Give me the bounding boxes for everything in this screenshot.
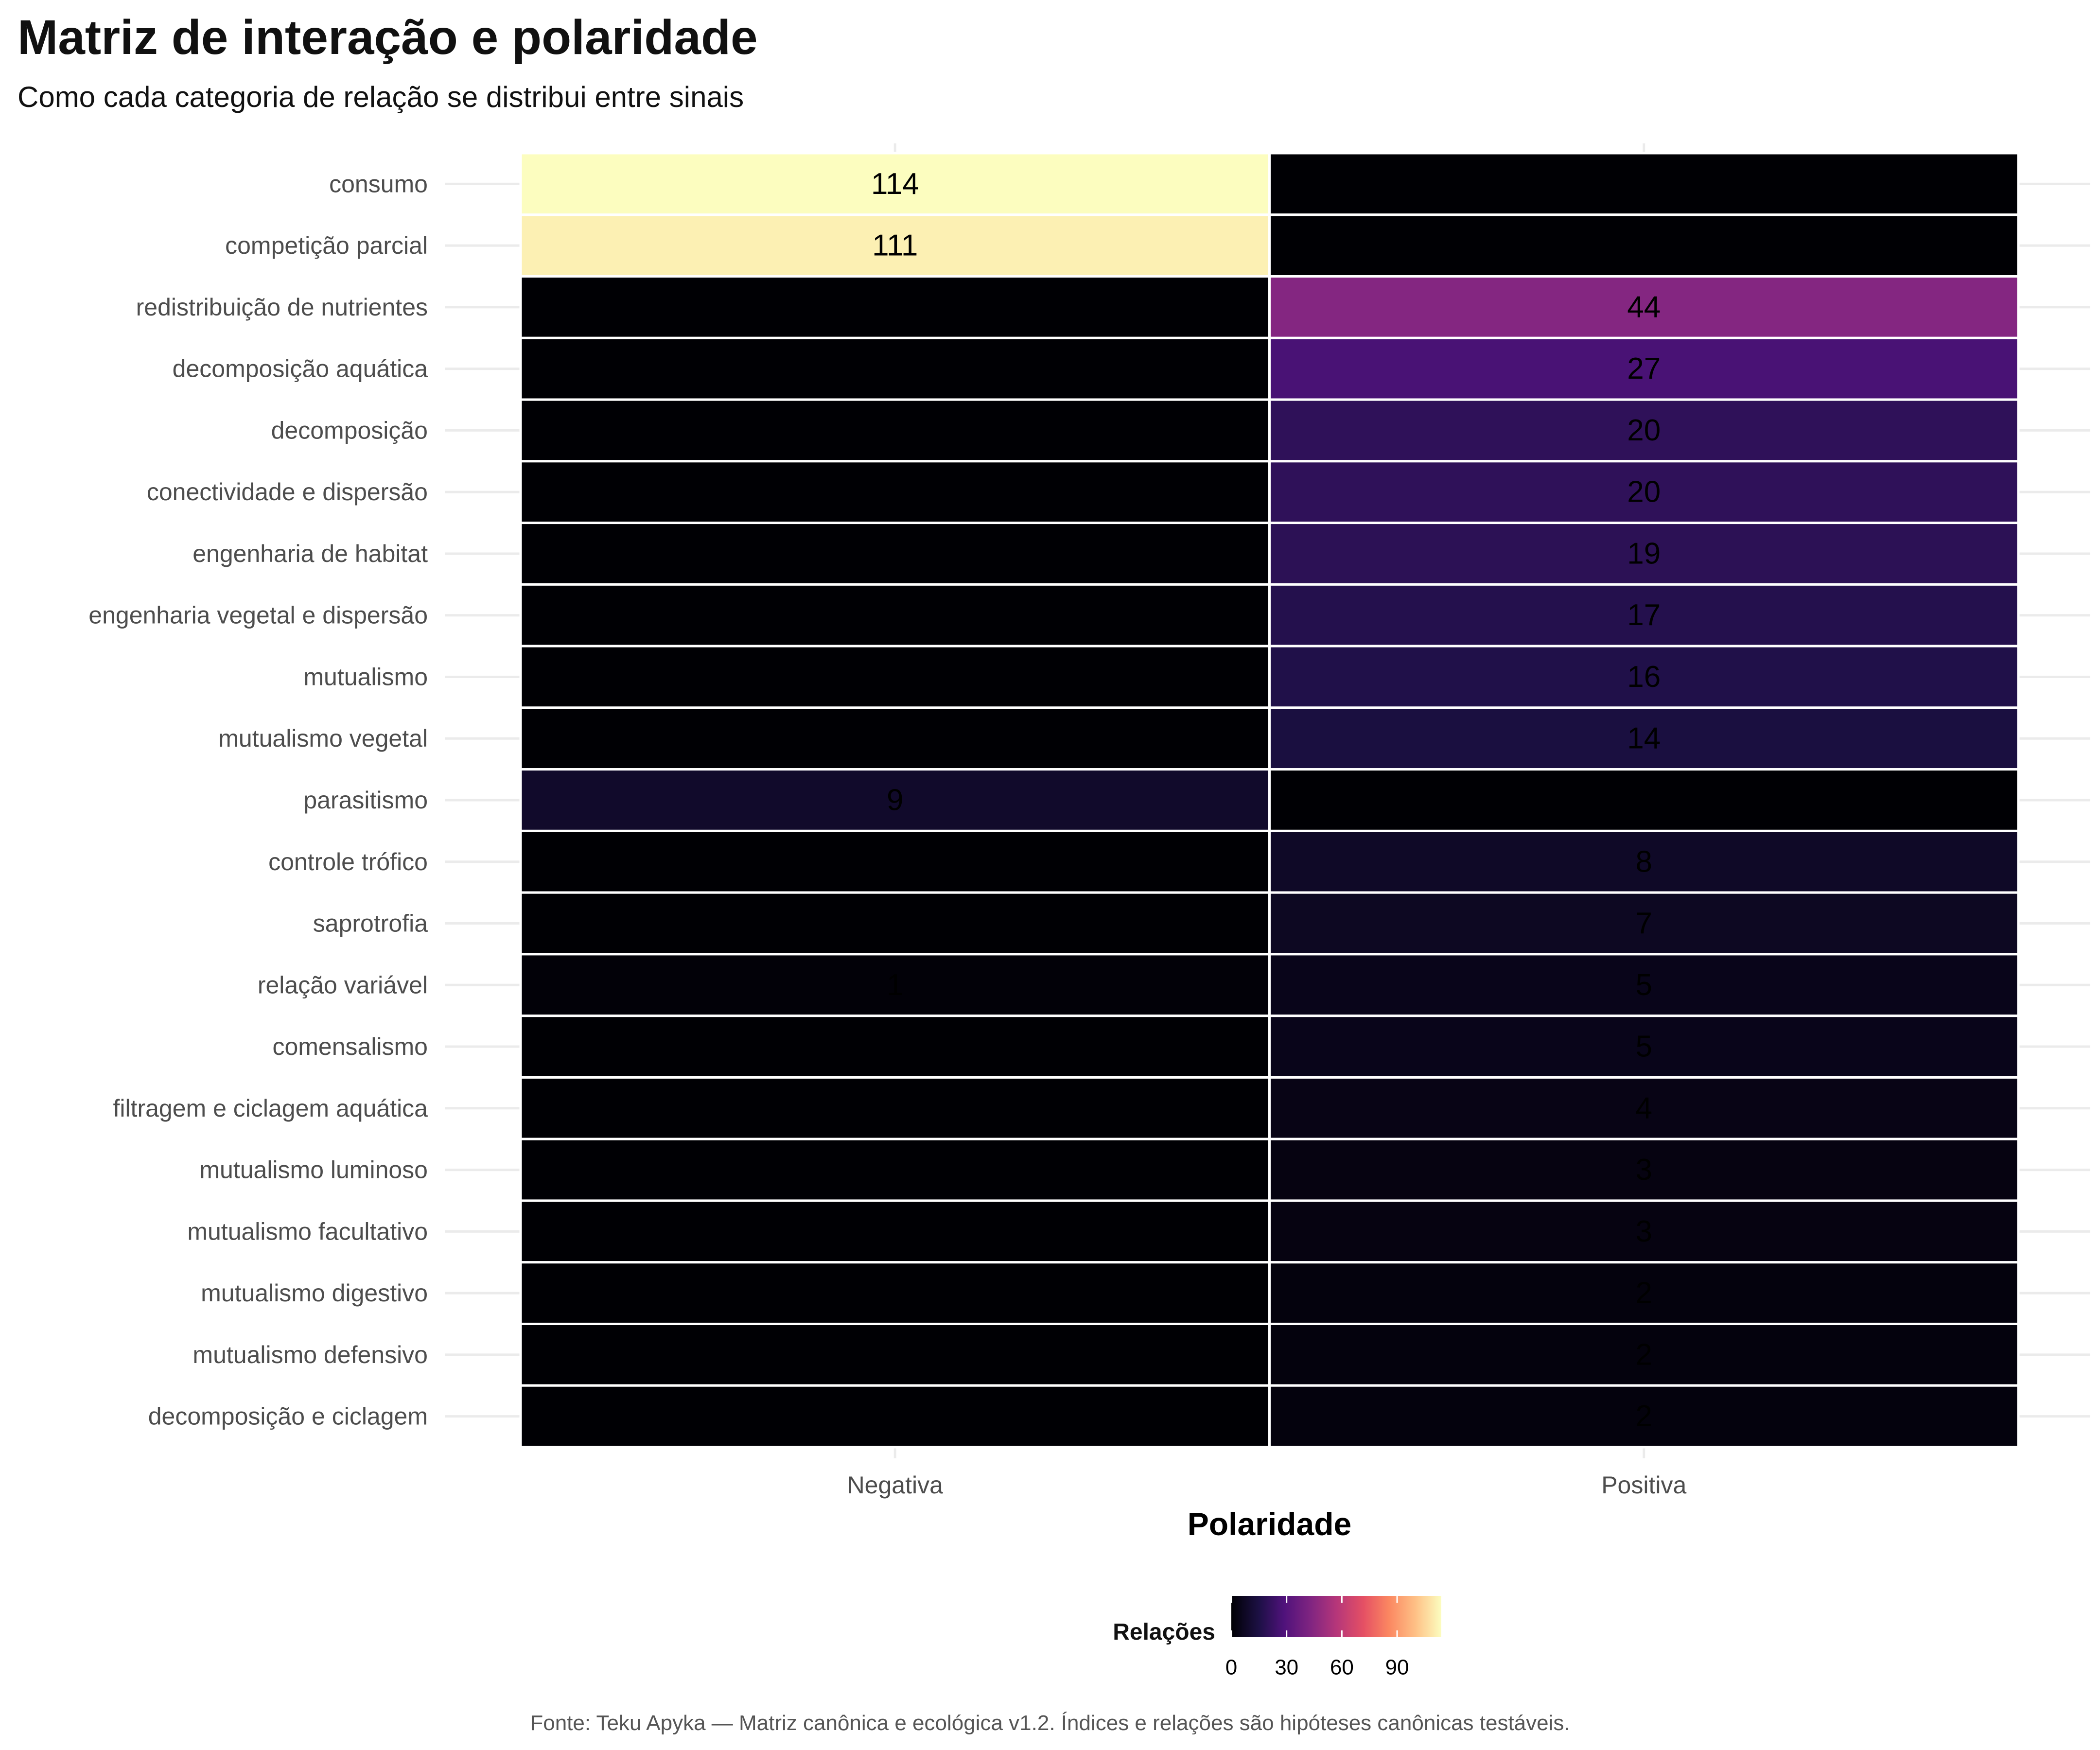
heatmap-cell [519,460,1271,525]
cell-value-label: 8 [1636,845,1652,878]
y-tick-label: engenharia vegetal e dispersão [88,602,428,629]
cell-value-label: 19 [1627,537,1661,570]
y-tick-label: filtragem e ciclagem aquática [113,1095,428,1122]
y-tick-label: redistribuição de nutrientes [136,294,428,321]
heatmap-cell [1268,460,2020,525]
heatmap-cell [519,768,1271,832]
legend-title: Relações [1113,1619,1215,1645]
y-tick-label: saprotrofia [313,910,428,937]
heatmap-cell [519,336,1271,401]
y-tick-label: conectividade e dispersão [147,478,428,506]
heatmap-cell [519,1322,1271,1387]
cell-value-label: 2 [1636,1400,1652,1433]
cell-value-label: 16 [1627,660,1661,694]
x-axis-title: Polaridade [1188,1506,1351,1542]
cell-value-label: 4 [1636,1091,1652,1125]
y-tick-label: decomposição e ciclagem [148,1403,428,1430]
y-tick-label: engenharia de habitat [192,540,428,567]
heatmap-cell [519,1076,1271,1140]
y-tick-label: consumo [329,170,428,197]
chart-subtitle: Como cada categoria de relação se distri… [18,81,744,113]
cell-value-label: 44 [1627,290,1661,324]
heatmap-cell [1268,1015,2020,1079]
heatmap-cell [1268,522,2020,586]
legend-colorbar [1231,1596,1441,1637]
heatmap-cell [519,583,1271,648]
heatmap-cell [519,1138,1271,1202]
y-tick-label: mutualismo vegetal [218,725,428,752]
cell-value-label: 5 [1636,1030,1652,1064]
heatmap-cell [519,213,1271,278]
heatmap-cell [1268,213,2020,278]
y-tick-label: mutualismo defensivo [192,1341,428,1368]
heatmap-cell [1268,1199,2020,1264]
heatmap-cell [1268,1384,2020,1449]
heatmap-cell [519,398,1271,463]
y-tick-label: competição parcial [225,232,428,259]
y-tick-label: mutualismo digestivo [201,1279,428,1307]
axis-layer: consumo competição parcial redistribuição … [88,170,1686,1542]
heatmap-cell [519,645,1271,709]
heatmap-cell [519,152,1271,216]
chart-title: Matriz de interação e polaridade [18,10,758,65]
heatmap-cell [519,829,1271,894]
heatmap-cell [519,706,1271,771]
x-tick-label: Positiva [1601,1471,1686,1499]
y-tick-label: decomposição [271,417,428,444]
heatmap-cell [1268,891,2020,956]
cell-value-label: 20 [1627,475,1661,509]
cell-value-label: 2 [1636,1277,1652,1310]
cell-value-label: 14 [1627,722,1661,755]
heatmap-cell [1268,706,2020,771]
y-tick-label: controle trófico [268,848,428,875]
cell-value-label: 3 [1636,1215,1652,1248]
y-tick-label: parasitismo [303,787,428,814]
heatmap-cell [519,275,1271,339]
cell-value-label: 7 [1636,907,1652,940]
heatmap-cell [519,1199,1271,1264]
cell-value-label: 9 [887,784,903,817]
heatmap-cell [1268,953,2020,1017]
cell-value-label: 17 [1627,598,1661,632]
heatmap-cell [519,522,1271,586]
y-tick-label: relação variável [258,971,428,998]
heatmap-cell [1268,1261,2020,1325]
legend-tick-label: 30 [1275,1656,1298,1680]
heatmap-cell [1268,1322,2020,1387]
y-tick-label: mutualismo [303,663,428,690]
heatmap-cell [1268,152,2020,216]
x-tick-label: Negativa [847,1471,944,1499]
cell-layer [519,152,2020,1449]
cell-value-label: 3 [1636,1153,1652,1187]
y-tick-label: comensalismo [272,1033,428,1060]
y-tick-label: mutualismo luminoso [199,1156,428,1184]
cell-value-label: 114 [871,167,919,201]
cell-value-label: 2 [1636,1338,1652,1371]
heatmap-cell [1268,1138,2020,1202]
heatmap-cell [519,1261,1271,1325]
cell-value-label: 5 [1636,968,1652,1002]
cell-value-label: 27 [1627,352,1661,385]
legend-tick-label: 0 [1225,1656,1237,1680]
cell-value-label: 111 [872,229,918,262]
legend-tick-label: 90 [1385,1656,1409,1680]
label-layer: 114 111 44 27 20 20 19 17 16 14 9 8 7 1 5 5 4 3 3 2 2 2 [871,167,1661,1433]
heatmap-cell [1268,275,2020,339]
heatmap-cell [519,1015,1271,1079]
legend-layer: 0 30 60 90 [1225,1596,1441,1680]
heatmap-cell [519,1384,1271,1449]
heatmap-cell [1268,768,2020,832]
heatmap-cell [1268,645,2020,709]
legend-tick-label: 60 [1330,1656,1354,1680]
cell-value-label: 20 [1627,414,1661,447]
heatmap-cell [1268,583,2020,648]
heatmap-cell [519,891,1271,956]
chart-caption: Fonte: Teku Apyka — Matriz canônica e ec… [530,1711,1570,1735]
y-tick-label: mutualismo facultativo [187,1218,428,1245]
y-tick-label: decomposição aquática [173,355,428,383]
heatmap-cell [1268,829,2020,894]
cell-value-label: 1 [887,968,903,1002]
heatmap-cell [1268,398,2020,463]
